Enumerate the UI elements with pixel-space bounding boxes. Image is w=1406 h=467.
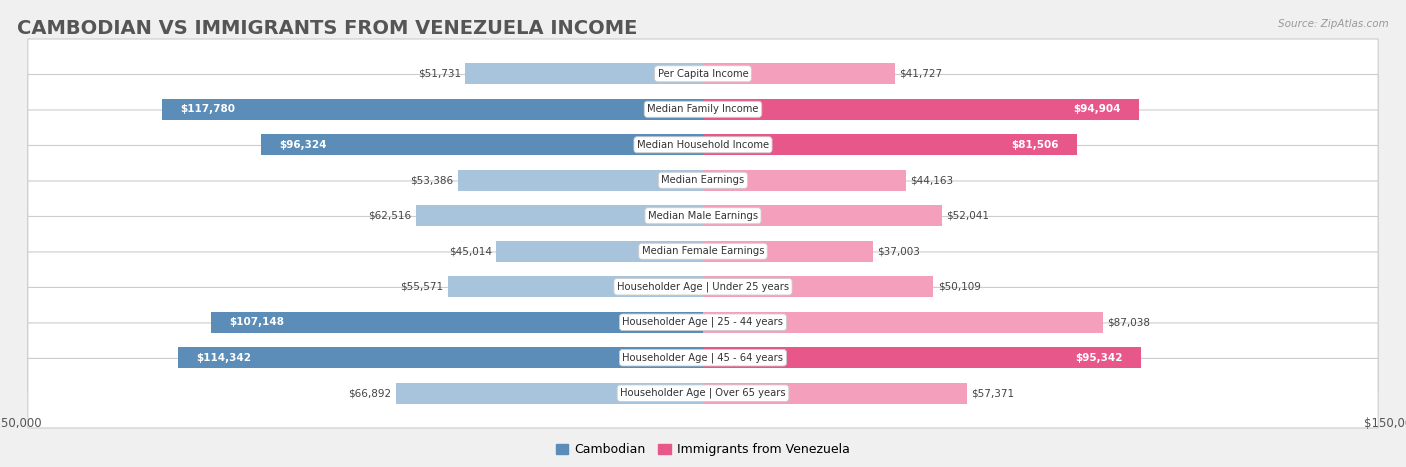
Bar xyxy=(703,205,942,226)
Text: $44,163: $44,163 xyxy=(911,175,953,185)
Bar xyxy=(162,99,703,120)
FancyBboxPatch shape xyxy=(28,252,1378,321)
Text: $95,342: $95,342 xyxy=(1076,353,1122,363)
Text: $66,892: $66,892 xyxy=(349,388,391,398)
Text: Householder Age | Under 25 years: Householder Age | Under 25 years xyxy=(617,282,789,292)
FancyBboxPatch shape xyxy=(28,110,1378,179)
Bar xyxy=(458,170,703,191)
Text: Median Household Income: Median Household Income xyxy=(637,140,769,150)
Bar xyxy=(211,311,703,333)
Text: $41,727: $41,727 xyxy=(900,69,942,79)
FancyBboxPatch shape xyxy=(28,146,1378,215)
Text: $51,731: $51,731 xyxy=(418,69,461,79)
Bar xyxy=(703,99,1139,120)
Text: $114,342: $114,342 xyxy=(197,353,252,363)
Text: $87,038: $87,038 xyxy=(1108,317,1150,327)
Bar xyxy=(703,276,934,297)
FancyBboxPatch shape xyxy=(28,181,1378,250)
Text: $45,014: $45,014 xyxy=(449,246,492,256)
Text: CAMBODIAN VS IMMIGRANTS FROM VENEZUELA INCOME: CAMBODIAN VS IMMIGRANTS FROM VENEZUELA I… xyxy=(17,19,637,38)
FancyBboxPatch shape xyxy=(28,217,1378,286)
Text: $94,904: $94,904 xyxy=(1073,104,1121,114)
Bar xyxy=(416,205,703,226)
Text: Median Female Earnings: Median Female Earnings xyxy=(641,246,765,256)
Bar xyxy=(177,347,703,368)
Text: Householder Age | 25 - 44 years: Householder Age | 25 - 44 years xyxy=(623,317,783,327)
FancyBboxPatch shape xyxy=(28,359,1378,428)
Bar xyxy=(496,241,703,262)
FancyBboxPatch shape xyxy=(28,323,1378,392)
Bar xyxy=(703,63,894,85)
Bar xyxy=(395,382,703,404)
Text: $50,109: $50,109 xyxy=(938,282,980,292)
FancyBboxPatch shape xyxy=(28,75,1378,144)
Text: $81,506: $81,506 xyxy=(1011,140,1059,150)
Legend: Cambodian, Immigrants from Venezuela: Cambodian, Immigrants from Venezuela xyxy=(551,439,855,461)
Text: $96,324: $96,324 xyxy=(278,140,326,150)
Bar xyxy=(703,311,1102,333)
Text: Median Family Income: Median Family Income xyxy=(647,104,759,114)
Text: $62,516: $62,516 xyxy=(368,211,412,221)
Bar xyxy=(703,134,1077,156)
Text: Median Earnings: Median Earnings xyxy=(661,175,745,185)
Text: Source: ZipAtlas.com: Source: ZipAtlas.com xyxy=(1278,19,1389,28)
Text: $117,780: $117,780 xyxy=(180,104,235,114)
Text: $57,371: $57,371 xyxy=(972,388,1014,398)
Bar xyxy=(703,170,905,191)
FancyBboxPatch shape xyxy=(28,39,1378,108)
Bar xyxy=(703,347,1140,368)
Text: Householder Age | 45 - 64 years: Householder Age | 45 - 64 years xyxy=(623,353,783,363)
Text: $107,148: $107,148 xyxy=(229,317,284,327)
FancyBboxPatch shape xyxy=(28,288,1378,357)
Text: $37,003: $37,003 xyxy=(877,246,921,256)
Bar xyxy=(703,241,873,262)
Text: Householder Age | Over 65 years: Householder Age | Over 65 years xyxy=(620,388,786,398)
Bar xyxy=(447,276,703,297)
Text: Per Capita Income: Per Capita Income xyxy=(658,69,748,79)
Text: $52,041: $52,041 xyxy=(946,211,990,221)
Bar xyxy=(703,382,966,404)
Text: $55,571: $55,571 xyxy=(401,282,443,292)
Bar xyxy=(465,63,703,85)
Text: $53,386: $53,386 xyxy=(411,175,453,185)
Bar xyxy=(260,134,703,156)
Text: Median Male Earnings: Median Male Earnings xyxy=(648,211,758,221)
